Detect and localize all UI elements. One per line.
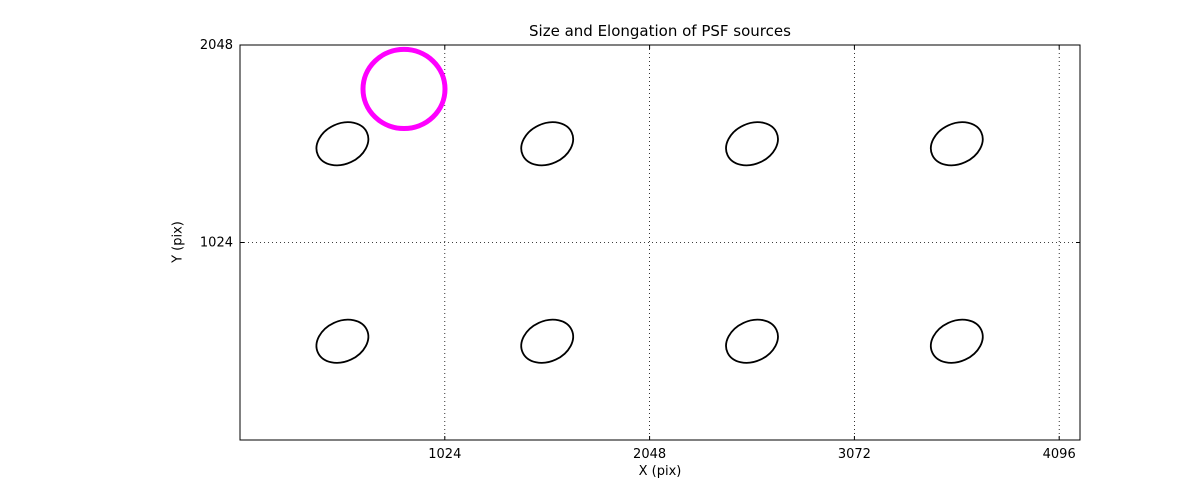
x-axis-label: X (pix) <box>638 464 682 479</box>
x-tick-label: 2048 <box>633 447 666 462</box>
reference-circle <box>360 46 448 132</box>
psf-ellipse <box>929 318 984 364</box>
chart-title: Size and Elongation of PSF sources <box>529 22 791 40</box>
y-tick-label: 1024 <box>200 236 233 251</box>
psf-ellipse <box>725 318 779 364</box>
x-tick-label: 3072 <box>838 447 871 462</box>
psf-ellipse <box>929 121 984 167</box>
psf-ellipse <box>520 318 575 364</box>
psf-ellipse <box>520 121 575 167</box>
psf-ellipse <box>725 121 779 167</box>
psf-ellipse <box>315 318 370 364</box>
y-tick-label: 2048 <box>200 38 233 53</box>
psf-ellipse <box>315 121 370 167</box>
x-tick-label: 4096 <box>1043 447 1076 462</box>
x-tick-label: 1024 <box>428 447 461 462</box>
